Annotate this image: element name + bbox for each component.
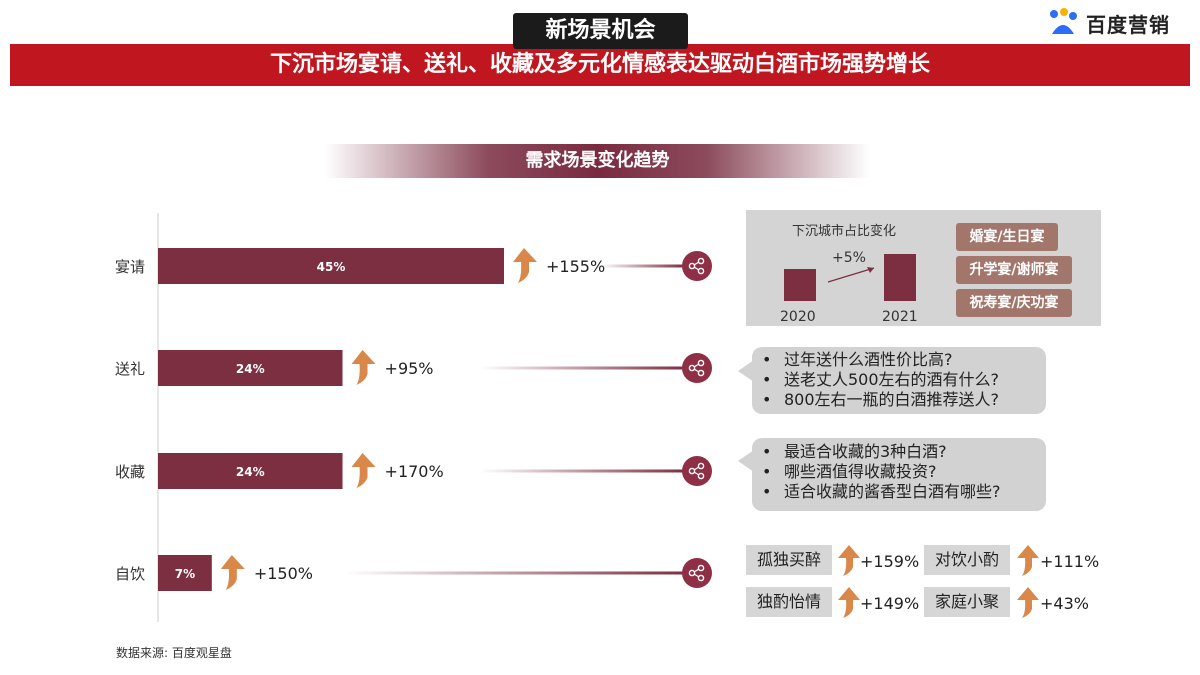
share-icon — [682, 558, 712, 588]
share-icon-link — [693, 568, 700, 578]
growth-label: +170% — [385, 462, 444, 481]
share-icon-node — [697, 462, 705, 470]
share-icon-node — [697, 369, 705, 377]
self-drink-value: +43% — [1040, 594, 1089, 613]
city-change-label: +5% — [832, 250, 866, 266]
growth-arrow-icon — [351, 350, 376, 385]
connector-line — [480, 469, 684, 473]
collect-question: 哪些酒值得收藏投资? — [752, 462, 1046, 482]
collect-question: 适合收藏的酱香型白酒有哪些? — [752, 482, 1046, 502]
brand-name: 百度营销 — [1086, 12, 1170, 37]
banquet-tag: 婚宴/生日宴 — [956, 223, 1058, 251]
gift-questions-bubble: 过年送什么酒性价比高? 送老丈人500左右的酒有什么? 800左右一瓶的白酒推荐… — [752, 347, 1046, 414]
growth-arrow-icon — [838, 545, 860, 576]
data-source: 数据来源: 百度观星盘 — [116, 646, 232, 660]
bubble-pointer — [738, 360, 754, 382]
bar — [158, 453, 343, 489]
self-drink-item: 家庭小聚 — [924, 587, 1010, 617]
share-icon-node — [688, 467, 696, 475]
growth-arrow-icon — [220, 555, 245, 590]
category-label: 宴请 — [115, 258, 145, 276]
city-panel-title: 下沉城市占比变化 — [792, 224, 897, 239]
share-icon-link — [693, 363, 700, 373]
banquet-tag: 祝寿宴/庆功宴 — [956, 289, 1072, 317]
bar-2020 — [784, 269, 816, 301]
section-title-strip — [325, 144, 870, 178]
headline: 下沉市场宴请、送礼、收藏及多元化情感表达驱动白酒市场强势增长 — [269, 52, 930, 77]
share-icon-node — [688, 262, 696, 270]
self-drink-value: +149% — [860, 594, 920, 613]
share-icon-node — [697, 257, 705, 265]
share-icon-node — [688, 364, 696, 372]
connector-line — [345, 571, 684, 575]
category-label: 自饮 — [115, 565, 145, 583]
bar-value-label: 45% — [317, 260, 346, 274]
growth-arrow-icon — [838, 587, 860, 618]
connector-line — [600, 264, 684, 268]
share-icon-node — [697, 564, 705, 572]
share-icon — [682, 251, 712, 281]
year-label-2021: 2021 — [882, 309, 918, 325]
bar-value-label: 7% — [175, 567, 195, 581]
share-icon-node — [697, 359, 705, 367]
collect-questions-bubble: 最适合收藏的3种白酒? 哪些酒值得收藏投资? 适合收藏的酱香型白酒有哪些? — [752, 438, 1046, 511]
city-share-panel: 下沉城市占比变化 +5% 2020 2021 婚宴/生日宴 升学宴/谢师宴 祝寿… — [746, 210, 1101, 326]
category-label: 收藏 — [115, 463, 145, 481]
bar-value-label: 24% — [236, 465, 265, 479]
headline-banner — [10, 44, 1190, 86]
growth-arrow-icon — [1017, 545, 1039, 576]
gift-question: 送老丈人500左右的酒有什么? — [752, 370, 1046, 390]
share-icon-link — [693, 466, 700, 476]
year-label-2020: 2020 — [780, 309, 816, 325]
growth-label: +155% — [546, 257, 605, 276]
trend-arrow-icon — [827, 267, 875, 283]
bar — [158, 555, 212, 591]
self-drink-item: 孤独买醉 — [746, 545, 832, 575]
share-icon — [682, 353, 712, 383]
bar — [158, 350, 343, 386]
share-icon-link — [693, 261, 700, 271]
brand: 百度营销 — [1046, 8, 1170, 38]
connector-line — [480, 366, 684, 370]
title-tag: 新场景机会 — [513, 13, 688, 49]
growth-arrow-icon — [1017, 587, 1039, 618]
bar-2021 — [884, 254, 916, 301]
self-drink-item: 对饮小酌 — [924, 545, 1010, 575]
bar-value-label: 24% — [236, 362, 265, 376]
growth-arrow-icon — [513, 248, 537, 283]
self-drink-value: +111% — [1040, 552, 1100, 571]
baidu-marketing-logo-icon — [1050, 8, 1077, 34]
share-icon-node — [697, 267, 705, 275]
share-icon — [682, 456, 712, 486]
bubble-pointer — [738, 450, 754, 472]
collect-question: 最适合收藏的3种白酒? — [752, 442, 1046, 462]
banquet-tag: 升学宴/谢师宴 — [956, 256, 1072, 284]
share-icon-node — [697, 472, 705, 480]
self-drink-item: 独酌怡情 — [746, 587, 832, 617]
gift-question: 800左右一瓶的白酒推荐送人? — [752, 390, 1046, 410]
share-icon-node — [688, 569, 696, 577]
growth-arrow-icon — [351, 453, 376, 488]
category-label: 送礼 — [115, 360, 145, 378]
gift-question: 过年送什么酒性价比高? — [752, 350, 1046, 370]
bar — [158, 248, 504, 284]
share-icon-node — [697, 574, 705, 582]
growth-label: +95% — [385, 359, 434, 378]
self-drink-value: +159% — [860, 552, 920, 571]
section-title: 需求场景变化趋势 — [525, 150, 670, 171]
growth-label: +150% — [254, 564, 313, 583]
